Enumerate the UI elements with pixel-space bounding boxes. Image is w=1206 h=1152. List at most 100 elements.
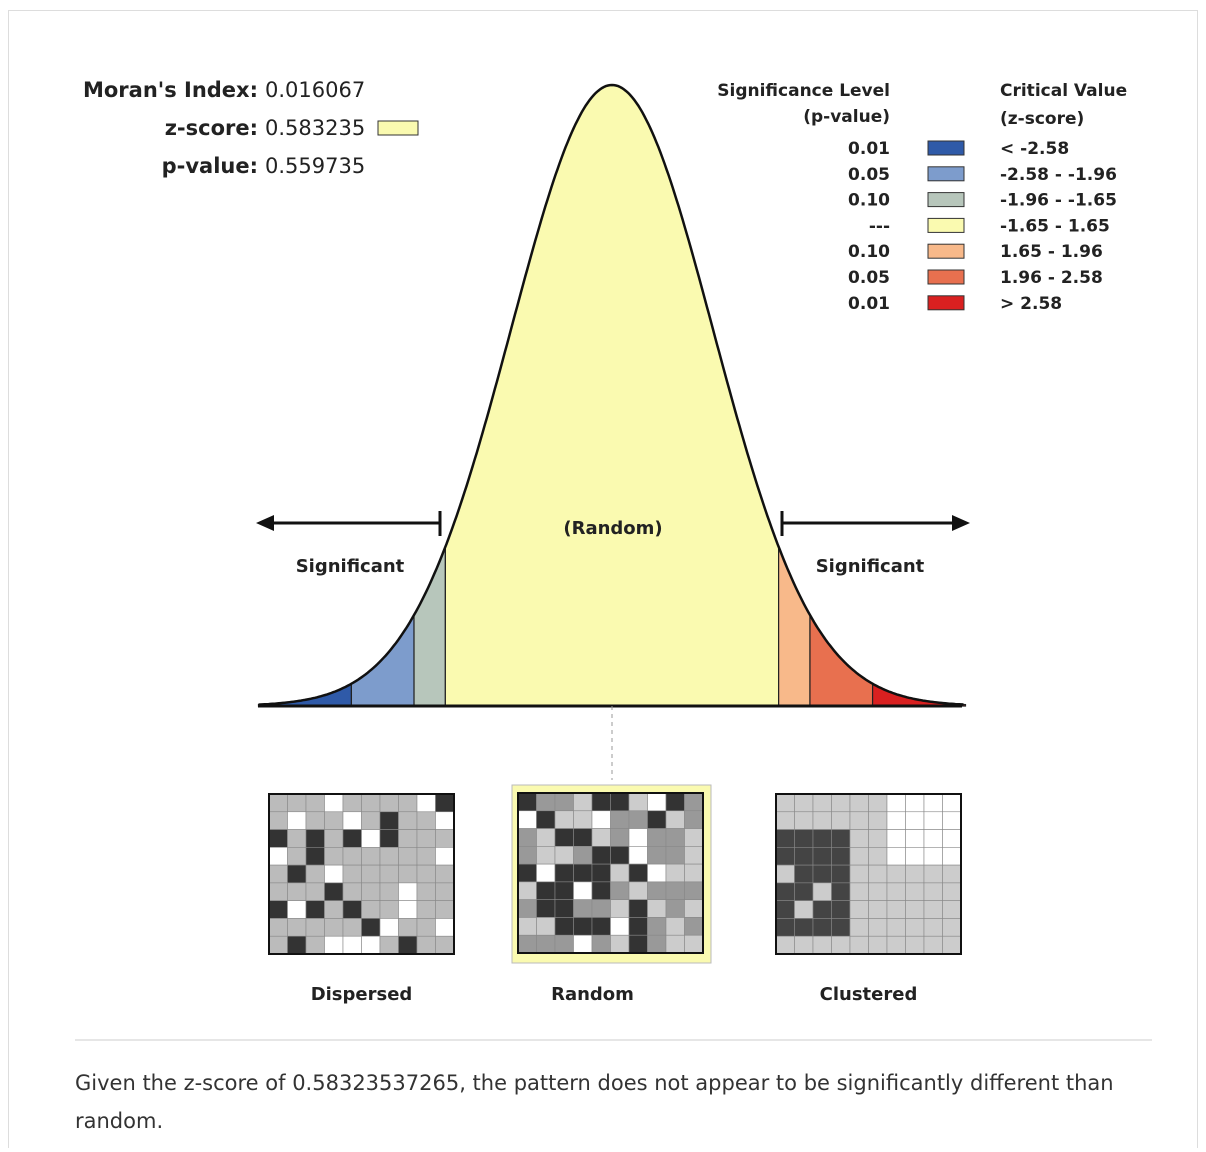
map-cell (886, 918, 906, 937)
stat-value: 0.583235 (265, 116, 365, 140)
map-cell (379, 793, 399, 813)
map-cell (665, 792, 685, 812)
map-cell (628, 881, 648, 900)
map-cell (305, 793, 325, 813)
map-cell (435, 900, 455, 919)
map-cell (868, 811, 888, 830)
map-cell (794, 864, 814, 884)
legend-p: 0.10 (848, 191, 890, 211)
legend-p: 0.01 (848, 294, 890, 314)
map-cell (416, 900, 436, 919)
map-cell (324, 864, 344, 884)
map-cell (517, 846, 537, 865)
map-border (268, 793, 455, 955)
map-cell (849, 918, 869, 937)
center-label: (Random) (563, 518, 662, 539)
map-cell (536, 881, 556, 900)
map-cell (416, 935, 436, 955)
map-cell (942, 793, 962, 813)
map-cell (398, 900, 418, 919)
map-cell (573, 881, 593, 900)
map-cell (942, 900, 962, 919)
map-cell (517, 917, 537, 936)
legend-swatch (927, 295, 965, 311)
map-cell (517, 899, 537, 918)
map-cell (287, 864, 307, 884)
legend: 0.01 < -2.58 0.05 -2.58 - -1.96 0.10 -1.96 - … (848, 139, 1117, 314)
map-cell (435, 793, 455, 813)
map-cell (868, 829, 888, 848)
legend-header: Significance Level (717, 81, 890, 101)
map-cell (942, 918, 962, 937)
map-cell (342, 811, 362, 830)
map-cell (268, 829, 288, 848)
map-cell (905, 793, 925, 813)
map-cell (361, 864, 381, 884)
map-cell (665, 810, 685, 829)
map-cell (324, 900, 344, 919)
map-cell (831, 918, 851, 937)
map-cell (923, 793, 943, 813)
map-cell (517, 863, 537, 883)
map-cell (794, 918, 814, 937)
map-cell (775, 811, 795, 830)
map-cell (573, 792, 593, 812)
map-cell (775, 935, 795, 955)
map-cell (942, 811, 962, 830)
map-cell (905, 811, 925, 830)
map-cell (305, 918, 325, 937)
map-cell (268, 847, 288, 866)
map-cell (849, 793, 869, 813)
map-cell (831, 829, 851, 848)
map-cell (905, 900, 925, 919)
map-cell (379, 829, 399, 848)
map-cell (923, 900, 943, 919)
map-cell (831, 864, 851, 884)
map-cell (849, 847, 869, 866)
map-cell (868, 935, 888, 955)
legend-swatch (927, 140, 965, 156)
map-cell (398, 918, 418, 937)
thumbnails: Dispersed Random Clustered (268, 784, 962, 1005)
map-cell (628, 934, 648, 954)
map-cell (610, 810, 630, 829)
pattern-label: Random (551, 984, 634, 1005)
map-cell (398, 811, 418, 830)
map-cell (554, 899, 574, 918)
map-cell (610, 881, 630, 900)
right-label: Significant (816, 556, 925, 577)
map-cell (287, 935, 307, 955)
map-cell (268, 864, 288, 884)
map-cell (647, 828, 667, 847)
map-cell (905, 935, 925, 955)
map-cell (379, 900, 399, 919)
map-cell (398, 864, 418, 884)
map-cell (610, 792, 630, 812)
map-cell (812, 900, 832, 919)
map-cell (775, 864, 795, 884)
map-cell (775, 918, 795, 937)
map-cell (305, 935, 325, 955)
map-cell (398, 882, 418, 901)
map-cell (573, 846, 593, 865)
legend-header: (z-score) (1000, 109, 1084, 129)
pattern-label: Dispersed (311, 984, 413, 1005)
map-cell (684, 792, 704, 812)
map-cell (684, 934, 704, 954)
map-cell (573, 917, 593, 936)
map-cell (536, 792, 556, 812)
map-cell (923, 864, 943, 884)
map-cell (536, 828, 556, 847)
map-cell (435, 935, 455, 955)
map-cell (775, 829, 795, 848)
map-cell (665, 863, 685, 883)
map-cell (886, 847, 906, 866)
map-cell (905, 882, 925, 901)
map-cell (305, 882, 325, 901)
map-cell (849, 900, 869, 919)
map-cell (342, 793, 362, 813)
map-cell (398, 829, 418, 848)
map-cell (591, 792, 611, 812)
map-cell (628, 828, 648, 847)
map-cell (554, 846, 574, 865)
